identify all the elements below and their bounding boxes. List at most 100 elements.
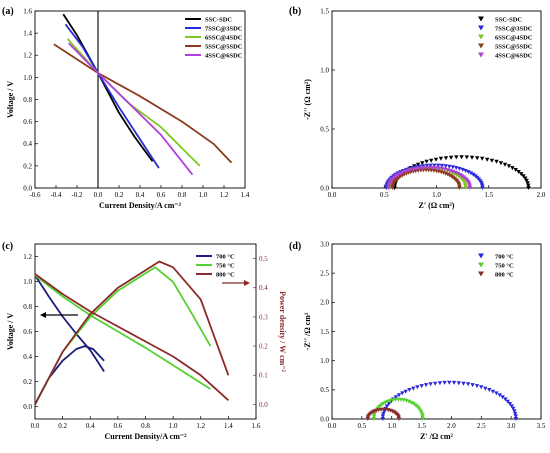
data-point (511, 406, 516, 411)
legend-marker (478, 262, 484, 268)
x-axis-label: Z' /Ω cm² (420, 432, 453, 441)
data-point (447, 164, 452, 169)
data-point (390, 398, 395, 403)
y-tick-label: 2.0 (320, 299, 329, 307)
legend-label: SSC-SDC (205, 16, 232, 23)
data-point (460, 167, 465, 172)
legend-marker (478, 25, 484, 31)
data-point (448, 155, 454, 160)
panel-label-c: (c) (2, 241, 13, 252)
data-point (509, 404, 514, 409)
panel-d: 0.0 0.5 1.0 1.5 2.0 2.5 3.0 3.5 0.0 0.5 1.0 1.5 2.0 2… (303, 240, 546, 441)
data-point (385, 399, 390, 404)
legend-label: SSC-SDC (495, 16, 522, 23)
y-tick-label: 0.2 (23, 162, 32, 170)
data-point (454, 155, 459, 160)
y-axis-label: -Z'' /Ω cm² (303, 312, 312, 350)
x-tick-label: 0.8 (178, 191, 187, 199)
data-point (447, 380, 452, 385)
y-tick-label: 0.5 (320, 386, 329, 394)
data-point (471, 172, 476, 177)
data-point (398, 171, 403, 176)
legend-marker (478, 43, 484, 49)
x-tick-label: 0.2 (115, 191, 124, 199)
data-point (457, 186, 462, 190)
data-point (396, 173, 401, 177)
y-tick-label: 1.0 (23, 278, 32, 286)
data-point (383, 400, 388, 405)
y-tick-label: 0.0 (320, 415, 329, 423)
data-point (442, 380, 447, 385)
data-point (461, 381, 466, 386)
data-point (380, 417, 385, 421)
data-point (433, 166, 438, 171)
data-point (494, 159, 499, 164)
legend-label: 7SSC@3SDC (495, 25, 533, 32)
data-point (437, 381, 443, 386)
data-point (483, 386, 488, 391)
y-tick-label: 1.5 (320, 7, 329, 15)
data-point (513, 411, 518, 416)
x-tick-label: 1.5 (484, 191, 493, 199)
data-point (480, 156, 485, 161)
y-tick-label: 0.8 (23, 303, 32, 311)
data-point (453, 170, 458, 175)
data-point (400, 170, 405, 175)
y-tick-label: 1.0 (320, 66, 329, 74)
data-point (463, 169, 468, 173)
data-point (371, 417, 376, 421)
data-point (414, 166, 419, 171)
data-point (403, 169, 408, 174)
data-point (525, 181, 530, 186)
data-point (415, 385, 420, 390)
data-point (487, 388, 492, 392)
data-point (513, 168, 518, 172)
legend-label: 6SSC@4SDC (495, 34, 533, 41)
data-point (420, 414, 425, 419)
data-point (506, 164, 512, 169)
panel-c: 0.0 0.2 0.4 0.6 0.8 1.0 1.2 1.4 1.6 0.0 0.2 0.4 0.6 0… (6, 243, 287, 441)
y-axis-label: Voltage / V (6, 313, 15, 351)
legend-marker (478, 271, 484, 277)
legend-label: 5SSC@5SDC (205, 43, 243, 50)
data-point (485, 157, 490, 162)
data-point (423, 166, 429, 170)
x-tick-label: 2.0 (447, 422, 456, 430)
data-point (498, 161, 504, 166)
legend-marker (478, 16, 484, 22)
y2-axis-label: Power density / W cm⁻² (278, 291, 287, 372)
data-point (396, 393, 402, 398)
y2-tick-label: 0.3 (259, 313, 268, 321)
data-point (456, 381, 461, 386)
x-tick-label: 1.0 (169, 422, 178, 430)
y-tick-label: 0.0 (23, 403, 32, 411)
x-tick-label: 2.5 (477, 422, 486, 430)
data-point (475, 156, 480, 161)
data-point (396, 417, 402, 421)
data-point (519, 172, 524, 177)
series-line (67, 42, 194, 176)
y-tick-label: 1.5 (320, 328, 329, 336)
data-point (455, 171, 461, 176)
data-point (411, 167, 416, 172)
data-point (443, 164, 448, 169)
legend-label: 6SSC@4SDC (205, 34, 243, 41)
power-axis-arrowhead (244, 280, 250, 286)
data-point (371, 414, 377, 419)
power-curve (34, 260, 230, 405)
data-point (459, 155, 464, 160)
data-point (497, 393, 502, 398)
series-line (64, 23, 160, 169)
data-point (380, 401, 386, 406)
x-tick-label: 0.0 (31, 422, 40, 430)
x-tick-label: 1.0 (432, 191, 441, 199)
data-point (403, 389, 408, 394)
data-point (443, 156, 449, 161)
x-axis-label: Z' (Ω cm²) (419, 201, 455, 210)
data-point (388, 398, 393, 403)
data-point (411, 386, 416, 391)
panel-label-a: (a) (2, 6, 14, 17)
x-tick-label: 0.6 (114, 422, 123, 430)
data-point (450, 165, 455, 170)
